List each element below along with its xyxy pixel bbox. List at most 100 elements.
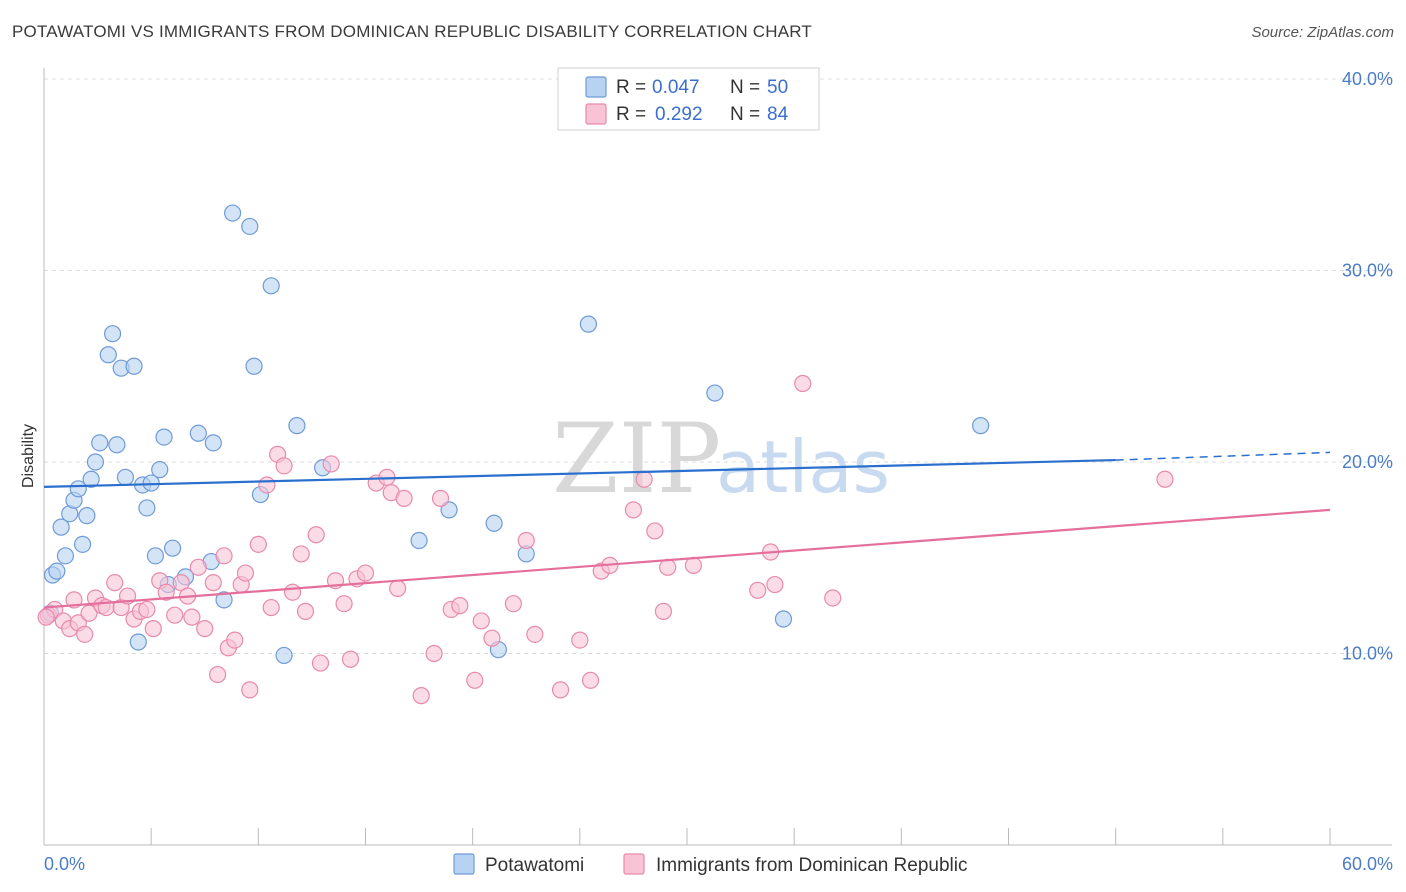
- point-dominican-7: [80, 604, 98, 622]
- point-potawatomi-10: [82, 470, 100, 488]
- point-potawatomi-14: [103, 325, 122, 343]
- point-dominican-65: [526, 625, 544, 643]
- point-potawatomi-13: [99, 346, 117, 364]
- point-dominican-6: [76, 625, 94, 643]
- point-dominican-73: [646, 522, 664, 540]
- point-dominican-28: [215, 547, 233, 565]
- point-potawatomi-24: [151, 461, 169, 479]
- point-potawatomi-41: [410, 531, 428, 550]
- point-potawatomi-23: [146, 547, 165, 565]
- bottom-legend-label-potawatomi: Potawatomi: [485, 855, 584, 876]
- point-potawatomi-48: [774, 610, 793, 628]
- point-dominican-40: [292, 545, 310, 563]
- point-dominican-79: [766, 575, 784, 594]
- point-dominican-75: [659, 558, 677, 576]
- point-potawatomi-37: [262, 277, 280, 295]
- watermark-zip: ZIP: [552, 403, 721, 515]
- point-potawatomi-27: [164, 539, 182, 557]
- top-legend: R = 0.047 N = 50 R = 0.292 N = 84: [557, 67, 820, 131]
- point-potawatomi-19: [129, 633, 147, 651]
- point-dominican-25: [196, 620, 214, 638]
- y-tick-label-20: 20.0%: [1342, 452, 1393, 472]
- point-dominican-35: [258, 476, 276, 494]
- point-dominican-36: [262, 598, 280, 617]
- point-potawatomi-31: [204, 434, 222, 452]
- point-potawatomi-12: [91, 434, 109, 452]
- x-tick-label-60: 60.0%: [1342, 854, 1393, 874]
- axis-layer: 10.0% 20.0% 30.0% 40.0% 0.0% 60.0%: [43, 68, 1393, 874]
- x-tick-label-0: 0.0%: [44, 854, 85, 874]
- point-potawatomi-21: [138, 499, 156, 517]
- point-dominican-62: [483, 629, 501, 647]
- point-potawatomi-46: [579, 315, 598, 333]
- point-dominican-30: [226, 631, 244, 649]
- point-dominican-57: [431, 489, 450, 507]
- trend-line-potawatomi: [43, 458, 1116, 488]
- point-dominican-83: [37, 608, 55, 626]
- point-dominican-33: [241, 681, 259, 699]
- point-dominican-34: [249, 535, 267, 553]
- point-potawatomi-8: [73, 535, 92, 553]
- legend-n-label-0: N =: [730, 77, 760, 98]
- legend-r-value-0: 0.047: [652, 77, 700, 98]
- point-potawatomi-25: [155, 428, 173, 446]
- y-tick-label-10: 10.0%: [1342, 644, 1393, 664]
- point-potawatomi-38: [275, 646, 293, 665]
- point-dominican-63: [504, 595, 522, 613]
- point-dominican-74: [654, 602, 673, 620]
- point-dominican-66: [551, 681, 570, 699]
- trend-line-dashed-potawatomi: [1115, 451, 1331, 461]
- point-dominican-54: [395, 489, 413, 507]
- point-dominican-23: [183, 608, 201, 626]
- point-dominican-82: [1156, 470, 1174, 488]
- bottom-legend-swatch-potawatomi: [453, 853, 475, 875]
- point-potawatomi-49: [972, 417, 990, 435]
- point-dominican-16: [138, 600, 156, 619]
- point-potawatomi-9: [78, 507, 96, 525]
- legend-n-value-0: 50: [767, 77, 788, 98]
- point-dominican-38: [275, 457, 293, 475]
- point-dominican-59: [451, 597, 469, 615]
- legend-swatch-potawatomi: [585, 76, 607, 98]
- bottom-legend-label-dominican: Immigrants from Dominican Republic: [656, 855, 968, 876]
- point-dominican-32: [236, 564, 255, 582]
- bottom-legend-swatch-dominican: [623, 853, 645, 875]
- point-potawatomi-18: [125, 357, 143, 375]
- point-dominican-67: [571, 631, 589, 649]
- point-dominican-42: [307, 526, 325, 544]
- point-dominican-72: [635, 470, 653, 488]
- point-dominican-43: [311, 654, 330, 672]
- watermark: ZIP atlas: [552, 403, 890, 515]
- point-dominican-20: [166, 606, 184, 624]
- point-potawatomi-33: [224, 204, 242, 222]
- point-dominican-76: [684, 556, 703, 575]
- point-dominican-71: [624, 501, 643, 519]
- y-axis-title: Disability: [20, 424, 37, 488]
- point-dominican-47: [341, 650, 360, 668]
- point-dominican-64: [517, 531, 535, 550]
- legend-r-label-0: R =: [616, 77, 646, 98]
- point-potawatomi-35: [245, 357, 263, 375]
- legend-r-value-1: 0.292: [655, 104, 703, 125]
- point-potawatomi-4: [56, 547, 75, 565]
- point-dominican-27: [209, 665, 227, 684]
- point-dominican-19: [157, 583, 175, 601]
- chart-source: Source: ZipAtlas.com: [1251, 24, 1394, 41]
- point-dominican-80: [794, 374, 812, 393]
- y-tick-label-40: 40.0%: [1342, 69, 1393, 89]
- legend-n-value-1: 84: [767, 104, 789, 125]
- point-dominican-55: [412, 687, 430, 705]
- point-potawatomi-42: [440, 501, 458, 519]
- point-potawatomi-39: [288, 417, 306, 435]
- point-dominican-17: [144, 620, 162, 638]
- point-dominican-81: [824, 589, 842, 607]
- point-dominican-53: [389, 579, 407, 597]
- point-dominican-77: [749, 581, 767, 599]
- point-potawatomi-17: [116, 468, 135, 486]
- point-potawatomi-47: [706, 384, 724, 402]
- y-tick-label-30: 30.0%: [1342, 261, 1393, 281]
- point-potawatomi-32: [215, 591, 233, 609]
- point-potawatomi-43: [485, 514, 503, 532]
